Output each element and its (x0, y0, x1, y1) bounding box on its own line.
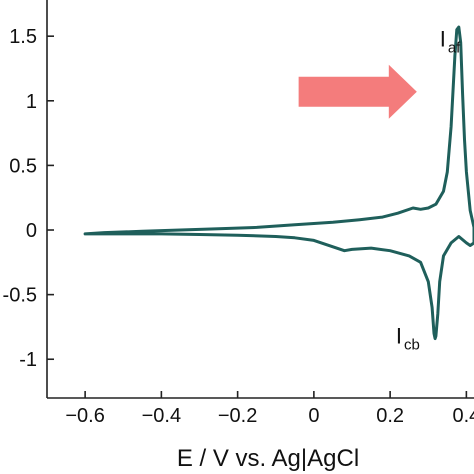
scan-direction-arrow (298, 64, 417, 119)
y-tick-label: 0.5 (9, 155, 37, 177)
scan-arrow (298, 64, 417, 119)
y-tick-label: -1 (19, 349, 37, 371)
y-tick-label: 1.5 (9, 26, 37, 48)
x-tick-label: −0.6 (65, 405, 104, 427)
x-axis-title: E / V vs. Ag|AgCl (177, 445, 359, 472)
x-tick-label: 0 (308, 405, 319, 427)
y-tick-label: -0.5 (3, 285, 37, 307)
axis-ticks: 1.5 1 0.5 0 -0.5 -1 −0.6 −0.4 −0.2 0 0.2 0.4 (3, 0, 474, 427)
x-tick-label: −0.2 (218, 405, 257, 427)
x-tick-label: 0.4 (452, 405, 474, 427)
voltammogram-curves (83, 25, 474, 341)
x-tick-label: −0.4 (142, 405, 181, 427)
x-tick-label: 0.2 (376, 405, 404, 427)
y-tick-label: 1 (26, 91, 37, 113)
y-tick-label: 0 (26, 220, 37, 242)
series-line (83, 25, 474, 341)
